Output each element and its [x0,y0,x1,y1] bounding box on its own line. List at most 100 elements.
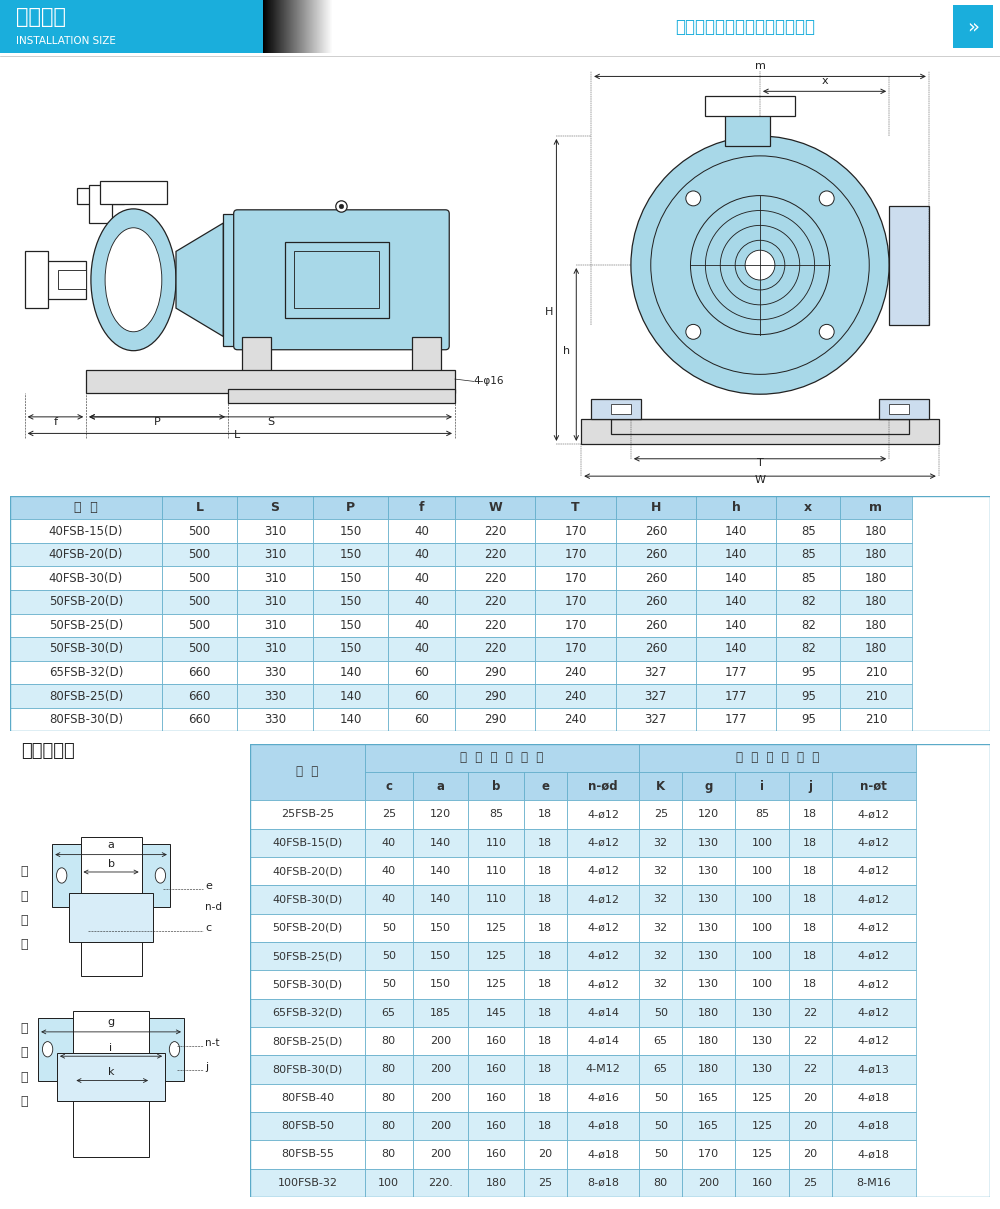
Text: 140: 140 [339,666,362,679]
Text: 出  口  法  兰  尺  寸: 出 口 法 兰 尺 寸 [736,751,819,764]
FancyBboxPatch shape [524,1055,567,1083]
Text: 310: 310 [264,572,286,585]
FancyBboxPatch shape [413,1112,468,1140]
Text: 安装尺寸: 安装尺寸 [16,7,66,27]
FancyBboxPatch shape [639,1112,682,1140]
FancyBboxPatch shape [237,566,313,590]
FancyBboxPatch shape [639,744,916,771]
Text: 32: 32 [654,922,668,932]
FancyBboxPatch shape [840,708,912,731]
FancyBboxPatch shape [535,614,616,637]
Text: 660: 660 [188,713,211,727]
FancyBboxPatch shape [735,1140,789,1169]
Text: 18: 18 [803,951,817,961]
Text: 82: 82 [801,619,816,632]
Text: 290: 290 [484,713,506,727]
FancyBboxPatch shape [524,771,567,800]
Text: 25: 25 [654,809,668,820]
Text: 100: 100 [752,979,773,989]
FancyBboxPatch shape [616,520,696,543]
FancyBboxPatch shape [10,708,162,731]
FancyBboxPatch shape [524,999,567,1026]
Text: 177: 177 [725,713,747,727]
FancyBboxPatch shape [242,336,271,375]
FancyBboxPatch shape [365,999,413,1026]
FancyBboxPatch shape [10,566,162,590]
FancyBboxPatch shape [237,590,313,614]
FancyBboxPatch shape [388,543,455,566]
Text: 220: 220 [484,642,506,655]
FancyBboxPatch shape [696,614,776,637]
Text: 40FSB-15(D): 40FSB-15(D) [49,525,123,538]
FancyBboxPatch shape [365,744,639,771]
FancyBboxPatch shape [524,857,567,885]
Text: 140: 140 [725,548,747,561]
Text: x: x [804,501,812,514]
FancyBboxPatch shape [413,857,468,885]
Text: 500: 500 [189,595,211,608]
FancyBboxPatch shape [413,942,468,970]
Text: 140: 140 [725,572,747,585]
FancyBboxPatch shape [735,1083,789,1112]
FancyBboxPatch shape [455,614,535,637]
FancyBboxPatch shape [735,914,789,942]
Text: 170: 170 [564,642,587,655]
FancyBboxPatch shape [468,999,524,1026]
FancyBboxPatch shape [735,885,789,914]
FancyBboxPatch shape [468,857,524,885]
Text: 18: 18 [538,979,552,989]
Text: W: W [755,475,766,485]
Text: 170: 170 [698,1150,719,1159]
Text: 130: 130 [752,1008,773,1018]
FancyBboxPatch shape [468,885,524,914]
FancyBboxPatch shape [682,1083,735,1112]
FancyBboxPatch shape [776,708,840,731]
FancyBboxPatch shape [80,837,142,977]
Text: 160: 160 [486,1150,507,1159]
Text: INSTALLATION SIZE: INSTALLATION SIZE [16,36,116,46]
Text: n-t: n-t [205,1037,220,1048]
Text: 18: 18 [538,951,552,961]
Text: 177: 177 [725,689,747,702]
FancyBboxPatch shape [735,771,789,800]
FancyBboxPatch shape [468,771,524,800]
Text: 500: 500 [189,619,211,632]
Text: T: T [571,501,580,514]
Text: 82: 82 [801,595,816,608]
Text: 50FSB-30(D): 50FSB-30(D) [49,642,123,655]
FancyBboxPatch shape [696,496,776,520]
FancyBboxPatch shape [696,543,776,566]
FancyBboxPatch shape [313,684,388,708]
FancyBboxPatch shape [313,708,388,731]
Text: 290: 290 [484,666,506,679]
Text: 180: 180 [698,1064,719,1075]
Text: 4-ø14: 4-ø14 [587,1036,619,1046]
Text: 80: 80 [382,1036,396,1046]
FancyBboxPatch shape [789,828,832,857]
FancyBboxPatch shape [535,543,616,566]
FancyBboxPatch shape [228,388,455,403]
FancyBboxPatch shape [776,637,840,660]
FancyBboxPatch shape [639,828,682,857]
FancyBboxPatch shape [413,800,468,828]
Text: 130: 130 [698,951,719,961]
FancyBboxPatch shape [162,708,237,731]
Text: 220: 220 [484,619,506,632]
Text: 100: 100 [752,951,773,961]
FancyBboxPatch shape [413,771,468,800]
Text: 85: 85 [489,809,503,820]
FancyBboxPatch shape [832,914,916,942]
Text: 进: 进 [20,866,28,879]
Text: 240: 240 [564,666,587,679]
FancyBboxPatch shape [57,1053,165,1101]
Text: 260: 260 [645,548,667,561]
FancyBboxPatch shape [639,1055,682,1083]
Text: K: K [656,780,665,793]
Text: 130: 130 [698,895,719,904]
FancyBboxPatch shape [250,1055,365,1083]
Text: 80FSB-30(D): 80FSB-30(D) [272,1064,342,1075]
Text: j: j [808,780,812,793]
Text: 130: 130 [752,1036,773,1046]
Text: 200: 200 [430,1093,451,1103]
FancyBboxPatch shape [313,520,388,543]
